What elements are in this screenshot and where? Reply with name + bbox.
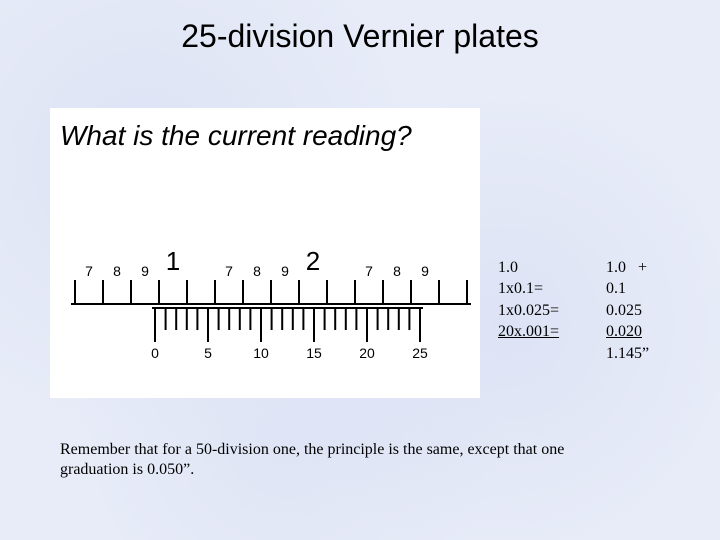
svg-text:7: 7 [365,263,373,279]
svg-text:8: 8 [113,263,121,279]
question-text: What is the current reading? [60,120,412,152]
svg-text:9: 9 [421,263,429,279]
svg-text:8: 8 [253,263,261,279]
svg-text:20: 20 [359,345,375,361]
svg-text:0: 0 [151,345,159,361]
calc-right-column: 1.0 +0.10.0250.0201.145” [606,257,649,365]
svg-text:8: 8 [393,263,401,279]
svg-text:25: 25 [412,345,428,361]
svg-text:10: 10 [253,345,269,361]
svg-text:7: 7 [85,263,93,279]
svg-text:9: 9 [281,263,289,279]
svg-text:1: 1 [166,246,180,276]
footer-note: Remember that for a 50-division one, the… [60,440,620,480]
calc-left-column: 1.01x0.1=1x0.025=20x.001= [498,257,606,343]
slide-title: 25-division Vernier plates [0,0,720,55]
svg-text:7: 7 [225,263,233,279]
vernier-scale-figure: 1 2 7 8 9 7 8 9 7 8 9 0 5 10 15 20 25 [65,232,485,417]
svg-text:9: 9 [141,263,149,279]
svg-text:15: 15 [306,345,322,361]
svg-text:5: 5 [204,345,212,361]
svg-text:2: 2 [306,246,320,276]
calculation-block: 1.01x0.1=1x0.025=20x.001=1.0 +0.10.0250.… [490,235,649,365]
